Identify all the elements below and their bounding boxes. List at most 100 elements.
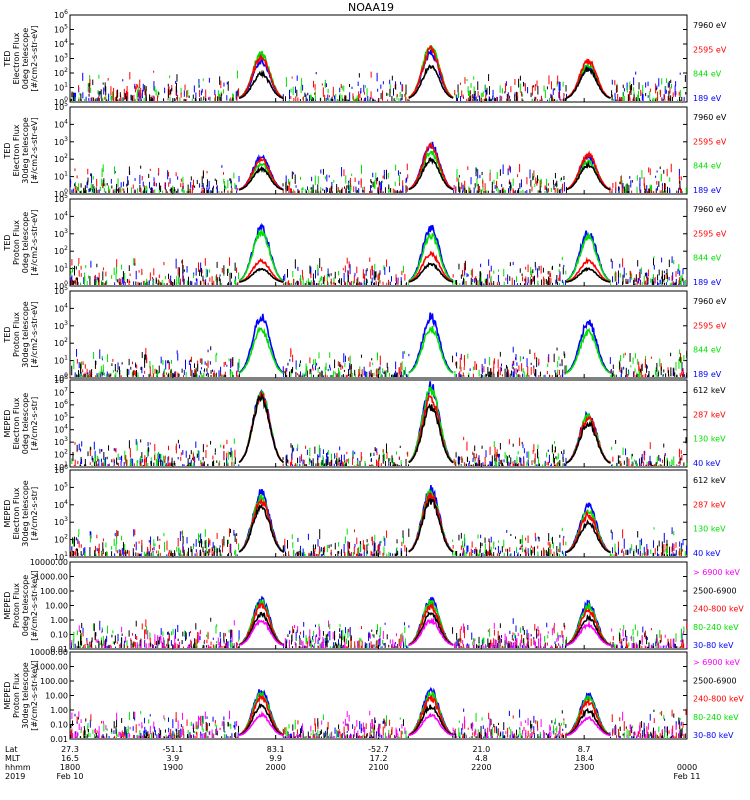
- panel-2: 100 101 102 103 104 105 TED Electron Flux 30deg …: [3, 101, 727, 199]
- y-tick-label: 103: [54, 320, 68, 331]
- data-series-pass: [565, 327, 611, 374]
- y-axis-label: [#/cm2-s-str-eV]: [30, 25, 39, 91]
- y-tick-label: 101: [54, 551, 68, 562]
- y-axis-label: TED: [3, 234, 12, 251]
- legend-entry: 7960 eV: [693, 297, 727, 306]
- legend-entry: 2595 eV: [693, 321, 727, 330]
- y-tick-label: 105: [54, 411, 68, 422]
- data-series-pass: [565, 420, 611, 464]
- data-series-pass: [408, 312, 454, 374]
- y-axis-label: Proton Flux: [12, 220, 21, 265]
- legend-entry: 2595 eV: [693, 229, 727, 238]
- series-marks: [70, 141, 687, 193]
- legend-entry: 80-240 keV: [693, 623, 739, 632]
- legend-entry: 287 keV: [693, 500, 726, 509]
- y-tick-label: 0.01: [50, 645, 68, 654]
- y-tick-label: 103: [54, 516, 68, 527]
- y-tick-label: 1.00: [50, 616, 68, 625]
- y-axis-label: TED: [3, 326, 12, 343]
- y-axis-label: Electron Flux: [12, 397, 21, 449]
- legend-entry: 844 eV: [693, 254, 722, 263]
- data-series-pass: [238, 326, 284, 374]
- y-tick-label: 104: [54, 38, 68, 49]
- data-series-pass: [238, 313, 284, 374]
- data-series-pass: [238, 155, 284, 191]
- y-axis-label: Electron Flux: [12, 487, 21, 539]
- y-tick-label: 105: [54, 101, 68, 112]
- data-series-pass: [565, 58, 611, 99]
- y-tick-label: 100: [54, 280, 68, 291]
- y-axis-label: 0deg telescope: [21, 212, 30, 273]
- y-axis-label: 0deg telescope: [21, 575, 30, 636]
- data-series-pass: [239, 267, 284, 283]
- legend-entry: > 6900 keV: [693, 568, 740, 577]
- y-tick-label: 100.00: [40, 587, 68, 596]
- y-tick-label: 105: [54, 24, 68, 35]
- legend-entry: 40 keV: [693, 549, 721, 558]
- data-series-pass: [238, 503, 284, 553]
- legend-entry: 240-800 keV: [693, 605, 744, 614]
- y-tick-label: 106: [54, 464, 68, 475]
- panel-6: 101 102 103 104 105 106 MEPED Electron Flux 30de…: [3, 464, 726, 562]
- legend-entry: 2500-6900: [693, 586, 737, 595]
- series-marks: [69, 312, 688, 377]
- y-axis-label: [#/cm2-s-str-eV]: [30, 301, 39, 367]
- y-tick-label: 103: [54, 136, 68, 147]
- y-tick-label: 10.00: [45, 602, 68, 611]
- data-series-pass: [565, 256, 611, 283]
- data-series-pass: [238, 229, 284, 282]
- y-axis-label: MEPED: [3, 500, 12, 528]
- legend-entry: 30-80 keV: [693, 641, 734, 650]
- legend-entry: 287 keV: [693, 410, 726, 419]
- legend-entry: 7960 eV: [693, 21, 727, 30]
- y-tick-label: 102: [54, 67, 68, 78]
- y-tick-label: 102: [54, 153, 68, 164]
- series-marks: [71, 381, 688, 466]
- data-series-pass: [238, 53, 284, 99]
- data-series-pass: [408, 232, 454, 282]
- data-series-pass: [408, 64, 454, 99]
- legend-entry: 612 keV: [693, 476, 726, 485]
- figure-title: NOAA19: [348, 1, 394, 14]
- data-series-pass: [238, 258, 284, 283]
- y-axis-label: Proton Flux: [12, 583, 21, 628]
- panel-frame: [69, 14, 688, 103]
- y-tick-label: 102: [54, 245, 68, 256]
- data-series-pass: [408, 403, 454, 464]
- legend-entry: 2595 eV: [693, 137, 727, 146]
- y-tick-label: 103: [54, 228, 68, 239]
- data-series-pass: [408, 497, 454, 553]
- data-series-pass: [408, 262, 454, 283]
- legend-entry: 844 eV: [693, 162, 722, 171]
- data-series-pass: [238, 392, 285, 464]
- y-tick-label: 100: [54, 188, 68, 199]
- y-axis-label: TED: [3, 50, 12, 67]
- y-axis-label: Electron Flux: [12, 32, 21, 84]
- data-series-pass: [565, 160, 611, 191]
- y-tick-label: 104: [54, 210, 68, 221]
- y-axis-label: [#/cm2-s-str]: [30, 397, 39, 450]
- legend-entry: 189 eV: [693, 370, 722, 379]
- y-axis-label: Electron Flux: [12, 124, 21, 176]
- panel-4: 100 101 102 103 104 105 TED Proton Flux 30deg te…: [3, 285, 727, 383]
- data-series-pass: [408, 156, 454, 191]
- y-tick-label: 102: [54, 449, 68, 460]
- legend-entry: 189 eV: [693, 94, 722, 103]
- y-axis-label: MEPED: [3, 592, 12, 620]
- data-series-pass: [565, 65, 611, 99]
- legend-entry: 189 eV: [693, 186, 722, 195]
- legend-entry: 7960 eV: [693, 205, 727, 214]
- data-series-pass: [408, 325, 454, 374]
- panel-7: 0.01 0.10 1.00 10.00 100.00 1000.00 10000.00 ME…: [3, 558, 744, 654]
- panel-frame: [69, 106, 688, 195]
- legend-entry: 189 eV: [693, 278, 722, 287]
- y-axis-label: Proton Flux: [12, 312, 21, 357]
- data-series-pass: [408, 141, 454, 190]
- legend-entry: 844 eV: [693, 346, 722, 355]
- series-marks: [69, 485, 687, 556]
- y-axis-label: 0deg telescope: [21, 28, 30, 89]
- series-marks: [70, 45, 687, 101]
- y-axis-label: 0deg telescope: [21, 393, 30, 454]
- series-marks: [69, 222, 686, 285]
